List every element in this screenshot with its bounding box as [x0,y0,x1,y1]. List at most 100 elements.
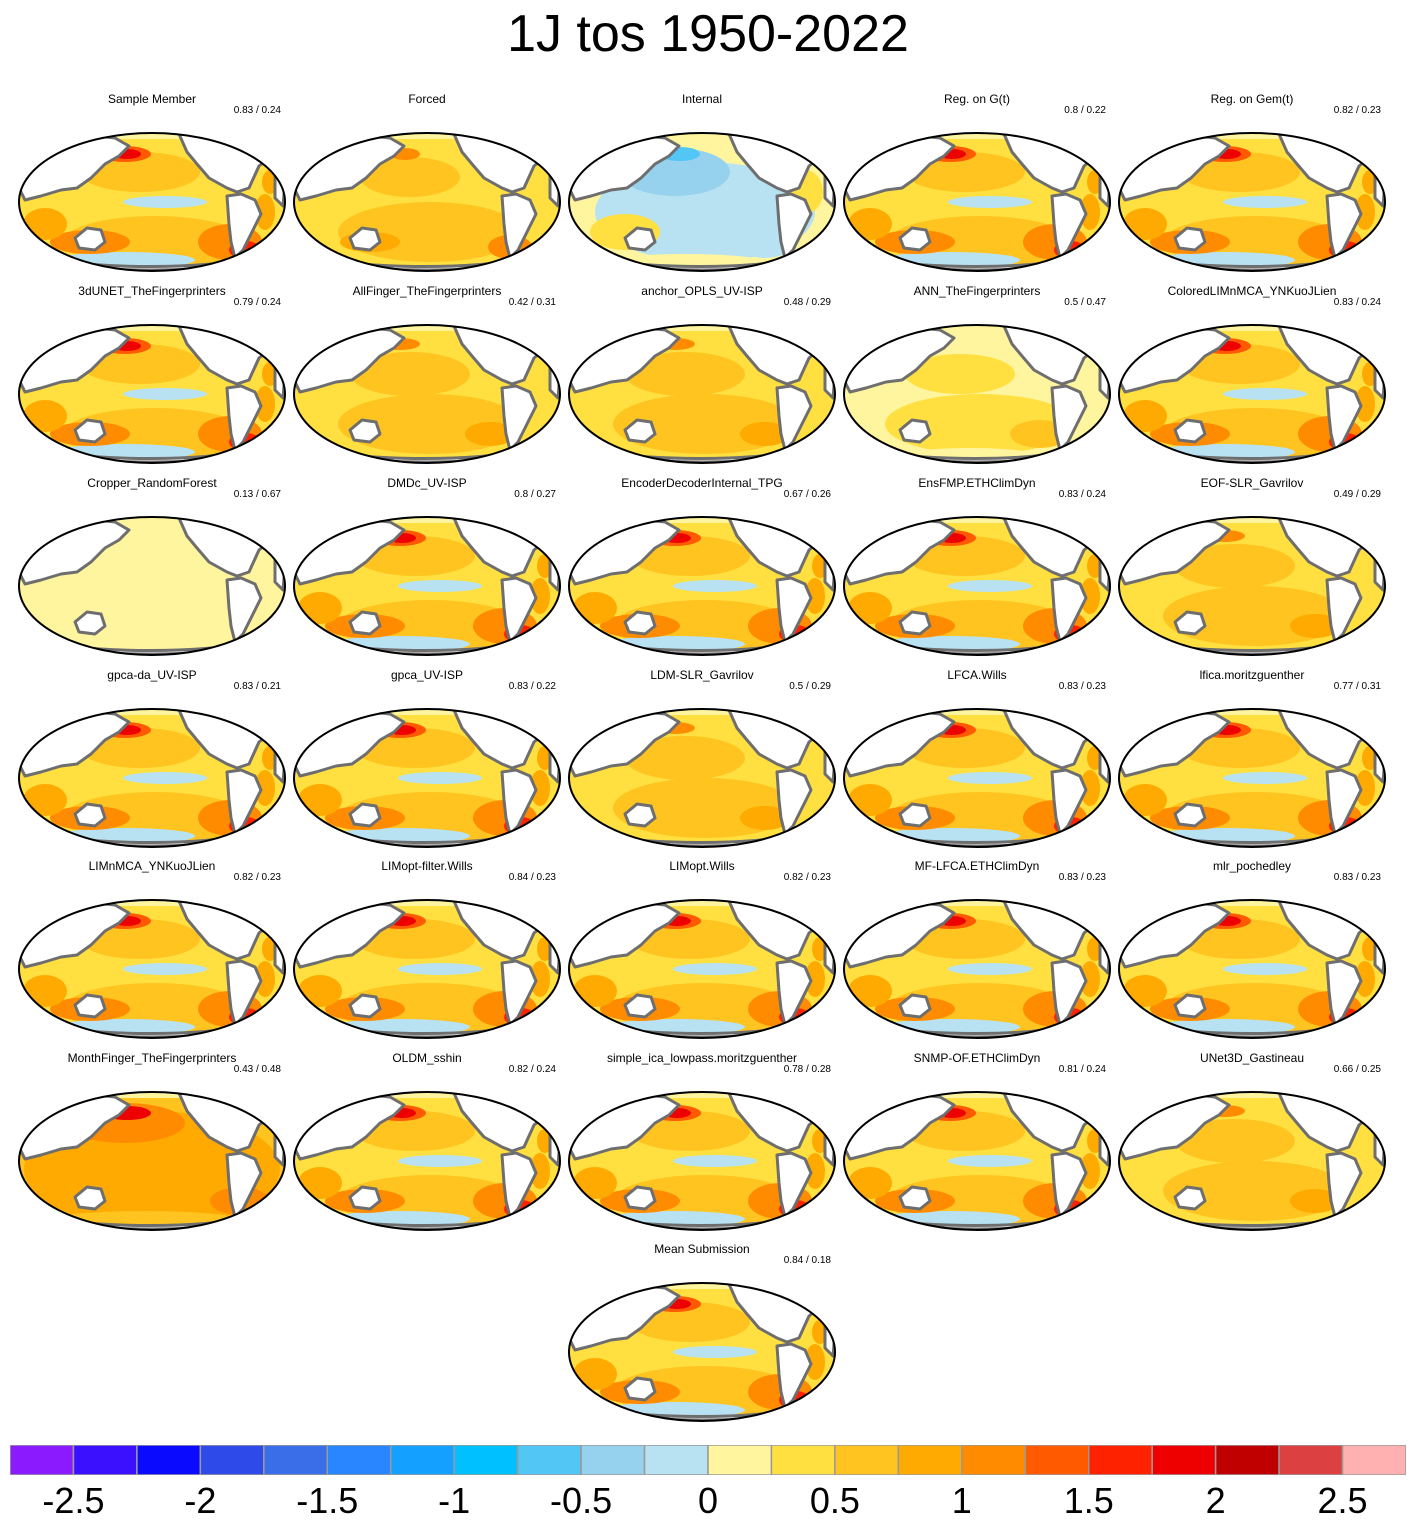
map-outline [293,1091,561,1231]
polar-band [1119,133,1385,139]
polar-band [1119,900,1385,906]
panel-score: 0.77 / 0.31 [1333,681,1381,692]
colorbar-swatch [263,1445,329,1475]
anomaly-patch [1223,772,1307,784]
map-outline [843,708,1111,848]
map-panel: Forced [290,92,564,272]
anomaly-patch [948,1155,1032,1167]
colorbar-tick-label: 2 [1205,1480,1226,1521]
australia-landmass [73,1185,107,1211]
map-panel: LIMopt-filter.Wills 0.84 / 0.23 [290,859,564,1039]
colorbar-swatch [770,1445,836,1475]
greenland-landmass [530,518,556,540]
panel-title: mlr_pochedley [1212,859,1292,873]
south-america-landmass [1050,959,1088,1027]
anomaly-patch [740,806,790,830]
australia-landmass [898,418,932,444]
map-panel-svg [568,1091,836,1231]
polar-band [844,709,1110,715]
map-panel-svg [843,516,1111,656]
map-outline [568,132,836,272]
map-panel: Reg. on G(t) 0.8 / 0.22 [840,92,1114,272]
anomaly-patch [1080,961,1100,997]
anomaly-patch [673,1155,757,1167]
anomaly-patch [123,388,207,400]
panel-score: 0.83 / 0.22 [508,681,556,692]
south-america-landmass [225,768,263,836]
anomaly-patch [848,208,892,240]
panel-score: 0.79 / 0.24 [233,297,281,308]
australia-landmass [348,226,382,252]
australia-landmass [1173,610,1207,636]
polar-band [844,133,1110,139]
australia-landmass [898,993,932,1019]
map-panel: 3dUNET_TheFingerprinters 0.79 / 0.24 [15,284,289,464]
anomaly-patch [848,592,892,624]
polar-band [294,1092,560,1098]
map-outline [18,132,286,272]
anomaly-patch [1123,784,1167,816]
polar-band [569,900,835,906]
panel-title: DMDc_UV-ISP [387,476,467,490]
polar-band [19,325,285,331]
colorbar-tick-label: -0.5 [550,1480,613,1521]
map-panel-svg [1118,899,1386,1039]
colorbar-tick-label: -2 [184,1480,217,1521]
panel-title: UNet3D_Gastineau [1199,1051,1305,1065]
map-panel-svg [1118,132,1386,272]
south-america-landmass [225,1151,263,1219]
australia-landmass [348,802,382,828]
anomaly-patch [23,400,67,432]
anomaly-patch [23,784,67,816]
colorbar-swatch [1341,1445,1406,1475]
greenland-landmass [805,326,831,348]
south-america-landmass [1050,192,1088,260]
map-panel: gpca_UV-ISP 0.83 / 0.22 [290,668,564,848]
panel-score: 0.8 / 0.27 [514,489,556,500]
australia-landmass [1173,226,1207,252]
colorbar-swatch [10,1445,75,1475]
panel-score: 0.67 / 0.26 [783,489,831,500]
map-panel: mlr_pochedley 0.83 / 0.23 [1115,859,1389,1039]
colorbar-swatch [1151,1445,1217,1475]
anomaly-patch [948,772,1032,784]
polar-band [1119,325,1385,331]
panel-score: 0.48 / 0.29 [783,297,831,308]
australia-landmass [1173,1185,1207,1211]
polar-band [569,133,835,139]
panel-title: MonthFinger_TheFingerprinters [67,1051,237,1065]
colorbar-swatch [707,1445,773,1475]
australia-landmass [1173,418,1207,444]
panel-title: 3dUNET_TheFingerprinters [78,284,226,298]
map-panel: ColoredLIMnMCA_YNKuoJLien 0.83 / 0.24 [1115,284,1389,464]
south-america-landmass [1325,384,1363,452]
australia-landmass [623,993,657,1019]
panel-title: ColoredLIMnMCA_YNKuoJLien [1167,284,1337,298]
australia-landmass [348,993,382,1019]
map-outline [1118,708,1386,848]
south-america-landmass [775,768,813,836]
greenland-landmass [530,1093,556,1115]
south-america-landmass [500,959,538,1027]
panel-score: 0.81 / 0.24 [1058,1064,1106,1075]
map-outline [293,516,561,656]
map-panel: OLDM_sshin 0.82 / 0.24 [290,1051,564,1231]
polar-band [19,133,285,139]
australia-landmass [1173,802,1207,828]
south-america-landmass [225,192,263,260]
panel-title: lfica.moritzguenther [1199,668,1305,682]
panel-title: LFCA.Wills [947,668,1007,682]
colorbar-swatch [72,1445,138,1475]
polar-band [294,517,560,523]
australia-landmass [898,610,932,636]
anomaly-patch [1080,1153,1100,1189]
panel-score: 0.83 / 0.23 [1333,872,1381,883]
colorbar-swatch [834,1445,900,1475]
south-america-landmass [775,1342,813,1410]
polar-band [844,517,1110,523]
australia-landmass [898,802,932,828]
map-outline [18,324,286,464]
south-america-landmass [225,959,263,1027]
anomaly-patch [350,352,470,396]
colorbar-swatch [1278,1445,1344,1475]
